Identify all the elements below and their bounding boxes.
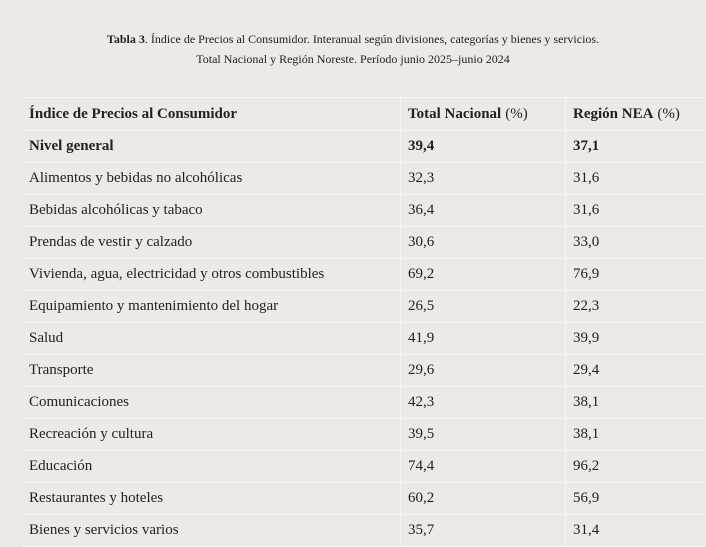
caption-text: . Índice de Precios al Consumidor. Inter…: [144, 32, 600, 46]
cell-value: 74,4: [400, 450, 566, 483]
cell-value: 37,1: [565, 130, 704, 163]
cell-value: 26,5: [400, 290, 566, 323]
cell-value: 56,9: [565, 482, 704, 515]
table-row: Vivienda, agua, electricidad y otros com…: [22, 258, 704, 291]
row-label: Equipamiento y mantenimiento del hogar: [22, 290, 401, 323]
caption-label: Tabla 3: [106, 32, 145, 46]
column-header: Región NEA (%): [565, 97, 704, 131]
cell-value: 36,4: [400, 194, 566, 227]
row-label: Transporte: [22, 354, 401, 387]
cell-value: 38,1: [565, 386, 704, 419]
cell-value: 31,4: [565, 514, 704, 547]
cell-value: 31,6: [565, 194, 704, 227]
row-label: Prendas de vestir y calzado: [22, 226, 401, 259]
row-label: Restaurantes y hoteles: [22, 482, 401, 515]
table-row: Transporte 29,6 29,4: [22, 354, 704, 387]
table-row: Salud 41,9 39,9: [22, 322, 704, 355]
cell-value: 42,3: [400, 386, 566, 419]
row-label: Nivel general: [22, 130, 401, 163]
cell-value: 39,5: [400, 418, 566, 451]
cell-value: 30,6: [400, 226, 566, 259]
column-name: Índice de Precios al Consumidor: [29, 105, 238, 122]
row-label: Alimentos y bebidas no alcohólicas: [22, 162, 401, 195]
column-name: Región NEA: [573, 105, 654, 122]
table-row: Alimentos y bebidas no alcohólicas 32,3 31…: [22, 162, 704, 195]
cell-value: 29,6: [400, 354, 566, 387]
cell-value: 60,2: [400, 482, 566, 515]
row-label: Educación: [22, 450, 401, 483]
table: Índice de Precios al Consumidor Total Nac…: [22, 97, 704, 547]
row-label: Vivienda, agua, electricidad y otros com…: [22, 258, 401, 291]
column-header: Índice de Precios al Consumidor: [22, 97, 401, 131]
cell-value: 22,3: [565, 290, 704, 323]
cell-value: 35,7: [400, 514, 566, 547]
cell-value: 38,1: [565, 418, 704, 451]
caption-subtitle: Total Nacional y Región Noreste. Período…: [196, 52, 510, 66]
row-label: Comunicaciones: [22, 386, 401, 419]
cell-value: 29,4: [565, 354, 704, 387]
cell-value: 96,2: [565, 450, 704, 483]
cell-value: 39,4: [400, 130, 566, 163]
row-label: Bienes y servicios varios: [22, 514, 401, 547]
table-row: Nivel general 39,4 37,1: [22, 130, 704, 163]
row-label: Recreación y cultura: [22, 418, 401, 451]
table-row: Comunicaciones 42,3 38,1: [22, 386, 704, 419]
column-unit: (%): [657, 105, 680, 122]
table-row: Recreación y cultura 39,5 38,1: [22, 418, 704, 451]
cell-value: 41,9: [400, 322, 566, 355]
table-row: Restaurantes y hoteles 60,2 56,9: [22, 482, 704, 515]
column-unit: (%): [505, 105, 528, 122]
row-label: Salud: [22, 322, 401, 355]
cell-value: 31,6: [565, 162, 704, 195]
table-body: Nivel general 39,4 37,1 Alimentos y bebidas…: [22, 130, 704, 547]
caption: Tabla 3. Índice de Precios al Consumidor…: [0, 0, 706, 69]
cell-value: 32,3: [400, 162, 566, 195]
cell-value: 76,9: [565, 258, 704, 291]
table-row: Equipamiento y mantenimiento del hogar 26…: [22, 290, 704, 323]
cell-value: 69,2: [400, 258, 566, 291]
table-row: Bienes y servicios varios 35,7 31,4: [22, 514, 704, 547]
column-header: Total Nacional (%): [400, 97, 566, 131]
table-row: Educación 74,4 96,2: [22, 450, 704, 483]
row-label: Bebidas alcohólicas y tabaco: [22, 194, 401, 227]
column-name: Total Nacional: [408, 105, 502, 122]
cell-value: 39,9: [565, 322, 704, 355]
table-row: Bebidas alcohólicas y tabaco 36,4 31,6: [22, 194, 704, 227]
table-row: Prendas de vestir y calzado 30,6 33,0: [22, 226, 704, 259]
header-row: Índice de Precios al Consumidor Total Nac…: [22, 97, 704, 131]
cell-value: 33,0: [565, 226, 704, 259]
caption-line: Tabla 3. Índice de Precios al Consumidor…: [0, 29, 706, 49]
